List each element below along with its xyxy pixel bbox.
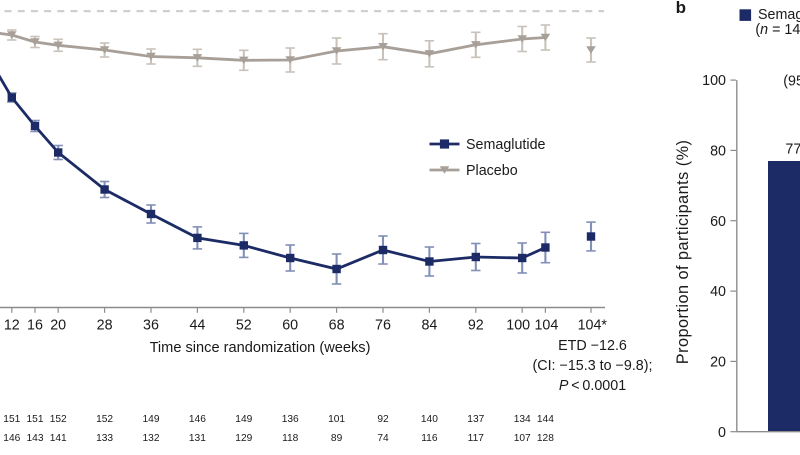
svg-text:117: 117 — [468, 433, 485, 444]
svg-text:152: 152 — [96, 414, 113, 425]
svg-text:146: 146 — [3, 433, 20, 444]
svg-text:118: 118 — [282, 433, 299, 444]
svg-text:116: 116 — [421, 433, 438, 444]
svg-text:151: 151 — [27, 414, 44, 425]
svg-text:137: 137 — [467, 414, 484, 425]
svg-text:16: 16 — [27, 318, 43, 334]
svg-text:Semaglutide: Semaglutide — [466, 137, 546, 153]
svg-text:Semaglutide: Semaglutide — [758, 7, 800, 23]
svg-text:44: 44 — [189, 318, 205, 334]
svg-text:28: 28 — [97, 318, 113, 334]
svg-text:140: 140 — [421, 414, 438, 425]
svg-text:36: 36 — [143, 318, 159, 334]
svg-text:52: 52 — [236, 318, 252, 334]
svg-text:40: 40 — [710, 284, 726, 300]
svg-text:100: 100 — [506, 318, 530, 334]
svg-text:84: 84 — [421, 318, 437, 334]
svg-text:b: b — [676, 0, 686, 17]
svg-text:107: 107 — [514, 433, 531, 444]
svg-text:104: 104 — [534, 318, 558, 334]
svg-text:Placebo: Placebo — [466, 163, 518, 179]
svg-text:152: 152 — [50, 414, 67, 425]
svg-text:(CI: −15.3 to −9.8);: (CI: −15.3 to −9.8); — [532, 358, 652, 374]
svg-text:144: 144 — [537, 414, 554, 425]
svg-text:92: 92 — [377, 414, 389, 425]
svg-text:Time since randomization (week: Time since randomization (weeks) — [150, 340, 371, 356]
svg-text:60: 60 — [710, 214, 726, 230]
svg-text:101: 101 — [328, 414, 345, 425]
svg-text:20: 20 — [50, 318, 66, 334]
svg-text:(n = 145): (n = 145) — [755, 22, 800, 38]
svg-text:74: 74 — [377, 433, 389, 444]
svg-text:76: 76 — [375, 318, 391, 334]
svg-text:20: 20 — [710, 355, 726, 371]
svg-text:149: 149 — [235, 414, 252, 425]
svg-text:149: 149 — [143, 414, 160, 425]
svg-text:100: 100 — [702, 73, 726, 89]
svg-text:60: 60 — [282, 318, 298, 334]
svg-text:89: 89 — [331, 433, 343, 444]
svg-text:P < 0.0001: P < 0.0001 — [559, 378, 626, 394]
svg-text:ETD −12.6: ETD −12.6 — [558, 338, 627, 354]
svg-text:Proportion of participants (%): Proportion of participants (%) — [674, 140, 692, 365]
svg-text:129: 129 — [235, 433, 252, 444]
svg-text:0: 0 — [718, 425, 726, 441]
svg-text:128: 128 — [537, 433, 554, 444]
svg-text:132: 132 — [143, 433, 160, 444]
svg-text:104*: 104* — [578, 318, 608, 334]
svg-text:136: 136 — [282, 414, 299, 425]
svg-text:12: 12 — [4, 318, 20, 334]
svg-text:80: 80 — [710, 144, 726, 160]
svg-text:141: 141 — [50, 433, 67, 444]
svg-text:92: 92 — [468, 318, 484, 334]
svg-text:133: 133 — [96, 433, 113, 444]
svg-text:146: 146 — [189, 414, 206, 425]
svg-text:(95% CI: 70.5, 83.2): (95% CI: 70.5, 83.2) — [783, 73, 800, 89]
svg-text:68: 68 — [329, 318, 345, 334]
svg-text:131: 131 — [189, 433, 206, 444]
svg-text:151: 151 — [3, 414, 20, 425]
svg-text:77.1: 77.1 — [785, 142, 800, 158]
svg-text:134: 134 — [514, 414, 531, 425]
svg-text:143: 143 — [27, 433, 44, 444]
